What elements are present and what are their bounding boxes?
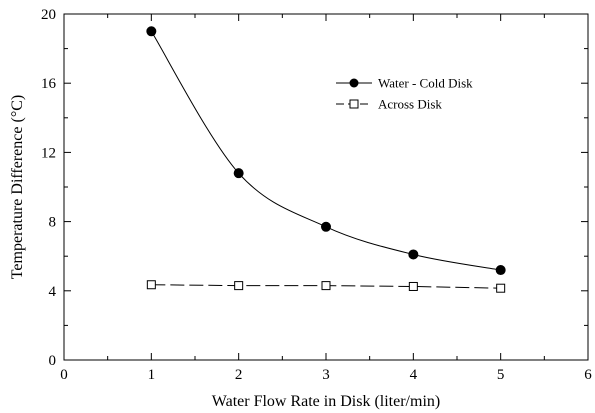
series-line bbox=[150, 31, 501, 271]
y-tick-label: 8 bbox=[49, 215, 57, 231]
x-tick-label: 2 bbox=[235, 367, 243, 383]
y-axis-label: Temperature Difference (°C) bbox=[9, 95, 26, 279]
data-point bbox=[234, 281, 244, 291]
legend-label: Across Disk bbox=[378, 97, 442, 112]
y-tick-label: 4 bbox=[49, 284, 57, 300]
data-point bbox=[321, 221, 331, 232]
data-point bbox=[321, 281, 331, 291]
data-point bbox=[233, 168, 244, 179]
legend-item: Water - Cold Disk bbox=[336, 76, 473, 91]
legend-label: Water - Cold Disk bbox=[378, 76, 473, 91]
legend-item: Across Disk bbox=[336, 97, 442, 112]
legend-marker bbox=[349, 99, 359, 109]
axis-ticks bbox=[63, 13, 589, 361]
plot-area bbox=[63, 13, 589, 361]
x-tick-label: 4 bbox=[410, 367, 418, 383]
data-point bbox=[408, 249, 419, 260]
x-tick-label: 1 bbox=[148, 367, 156, 383]
x-tick-label: 6 bbox=[584, 367, 592, 383]
series-water-cold-disk bbox=[146, 26, 506, 276]
series-layer bbox=[146, 26, 506, 293]
data-point bbox=[496, 283, 506, 293]
x-tick-label: 3 bbox=[322, 367, 330, 383]
data-point bbox=[146, 26, 157, 37]
y-tick-label: 20 bbox=[41, 7, 56, 23]
x-axis-label: Water Flow Rate in Disk (liter/min) bbox=[212, 393, 440, 410]
plot-border bbox=[63, 13, 589, 361]
series-across-disk bbox=[146, 280, 506, 293]
data-point bbox=[408, 281, 418, 291]
legend-marker bbox=[349, 78, 359, 88]
y-tick-label: 12 bbox=[41, 145, 56, 161]
data-point bbox=[495, 265, 506, 276]
data-point bbox=[146, 280, 156, 290]
legend: Water - Cold Disk Across Disk bbox=[336, 76, 473, 112]
x-tick-label: 5 bbox=[497, 367, 505, 383]
x-tick-label: 0 bbox=[60, 367, 68, 383]
y-tick-label: 0 bbox=[49, 353, 57, 369]
y-tick-label: 16 bbox=[41, 76, 57, 92]
